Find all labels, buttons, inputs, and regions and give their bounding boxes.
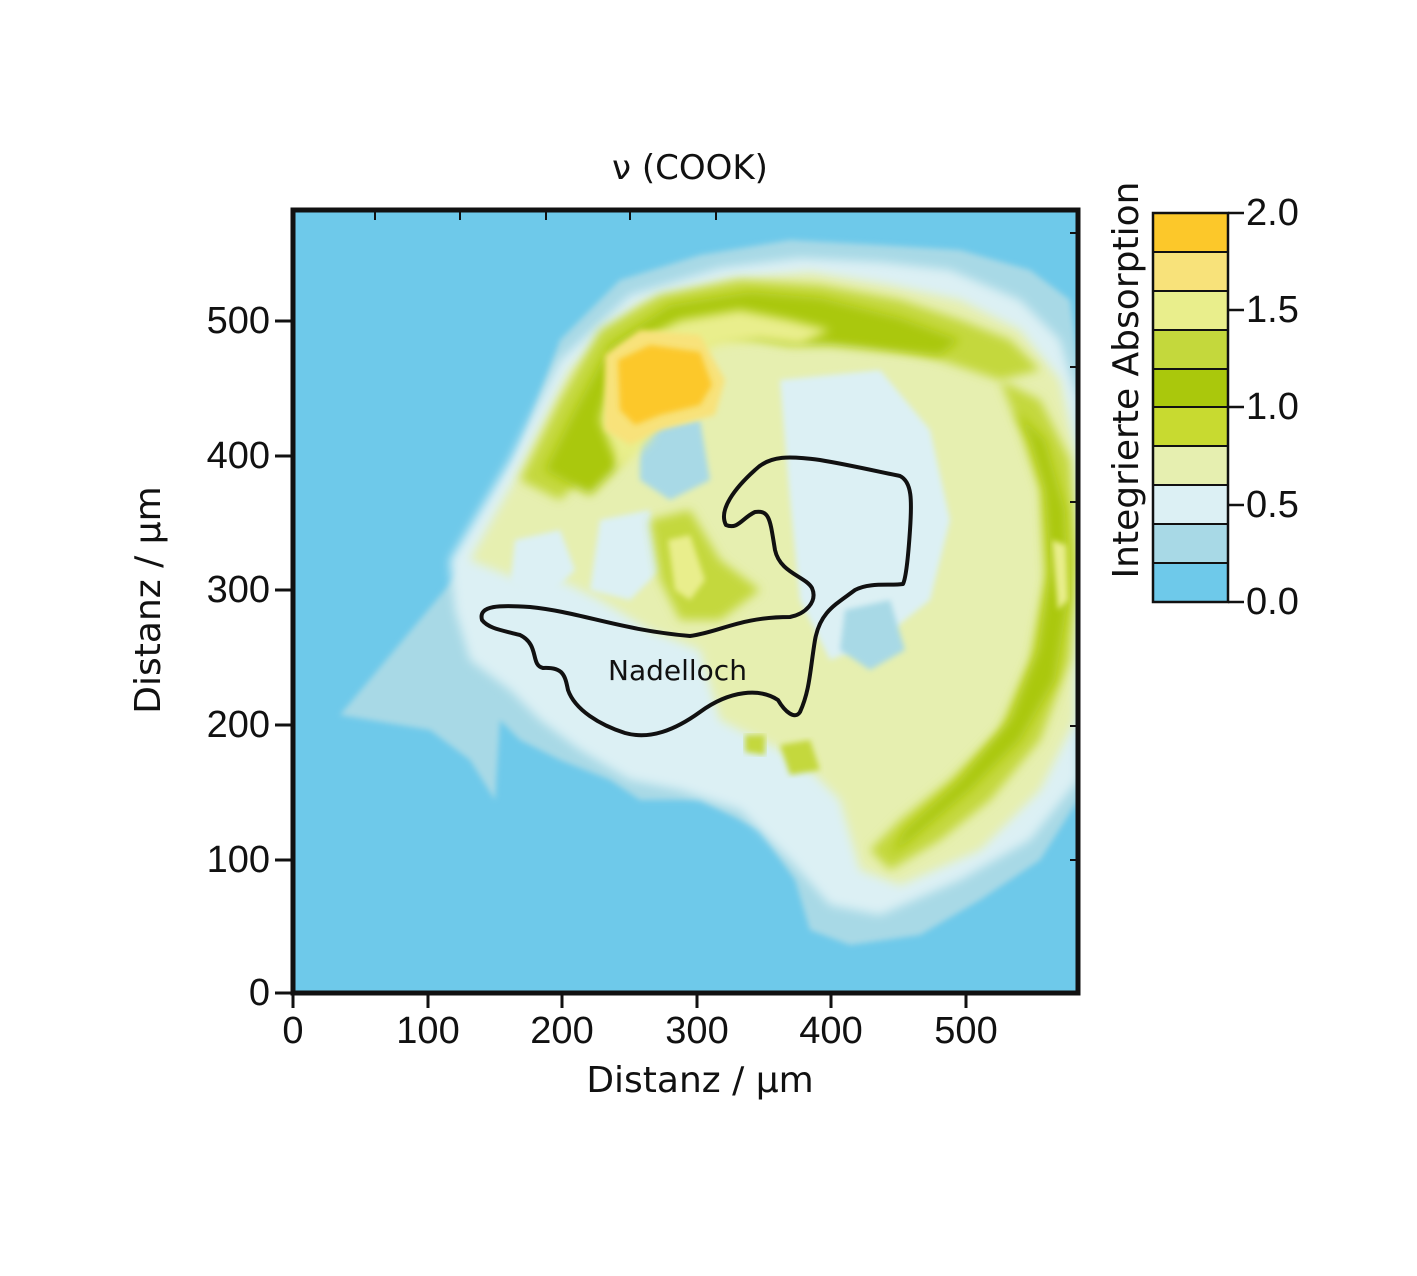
- x-axis-ticks: [291, 993, 968, 1008]
- x-tick-label: 100: [396, 1010, 460, 1052]
- x-axis-label: Distanz / µm: [586, 1060, 814, 1101]
- x-tick-label: 500: [934, 1010, 998, 1052]
- y-axis-label: Distanz / µm: [128, 486, 169, 714]
- y-tick-label: 100: [206, 839, 270, 881]
- colorbar-tick-label: 1.5: [1246, 289, 1299, 331]
- nadelloch-outline: [479, 455, 913, 738]
- x-axis-ticks-top: [374, 210, 717, 220]
- x-tick-label: 300: [665, 1010, 729, 1052]
- colorbar-tick-label: 0.5: [1246, 484, 1299, 526]
- x-tick-label: 200: [530, 1010, 594, 1052]
- chart-title: ν (COOK): [612, 148, 768, 188]
- colorbar: [1151, 211, 1244, 604]
- heatmap: [293, 210, 1078, 993]
- colorbar-tick-label: 1.0: [1246, 386, 1299, 428]
- y-tick-label: 300: [206, 569, 270, 611]
- y-tick-label: 400: [206, 435, 270, 477]
- colorbar-tick-label: 0.0: [1246, 581, 1299, 623]
- nadelloch-label: Nadelloch: [608, 654, 747, 687]
- colorbar-tick-label: 2.0: [1246, 192, 1299, 234]
- x-tick-label: 400: [799, 1010, 863, 1052]
- y-axis-ticks: [275, 319, 293, 995]
- y-tick-label: 200: [206, 704, 270, 746]
- y-tick-label: 500: [206, 300, 270, 342]
- x-tick-label: 0: [282, 1010, 304, 1052]
- plot-frame: [290, 207, 1081, 996]
- colorbar-label: Integrierte Absorption: [1106, 181, 1147, 579]
- y-axis-ticks-right: [1070, 232, 1078, 861]
- y-tick-label: 0: [248, 972, 270, 1014]
